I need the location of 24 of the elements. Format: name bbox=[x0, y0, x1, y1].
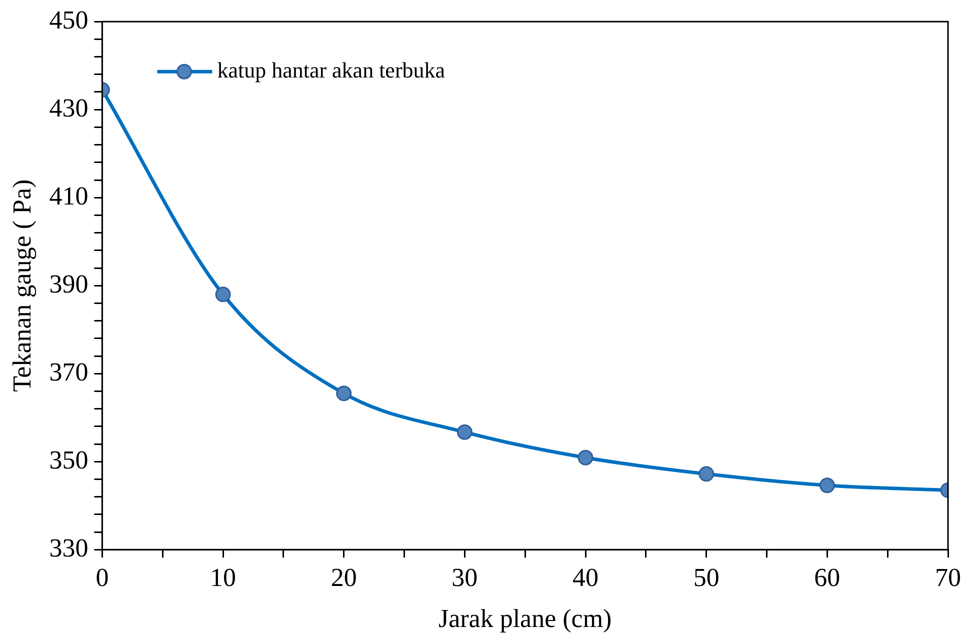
y-tick-label: 450 bbox=[49, 5, 88, 34]
point bbox=[578, 450, 594, 466]
y-tick-label: 330 bbox=[49, 533, 88, 562]
x-tick-label: 10 bbox=[210, 563, 236, 592]
point bbox=[215, 286, 231, 302]
point bbox=[698, 466, 714, 482]
legend-label: katup hantar akan terbuka bbox=[217, 57, 446, 82]
point bbox=[456, 424, 472, 440]
y-tick-label: 370 bbox=[49, 357, 88, 386]
y-tick-label: 410 bbox=[49, 181, 88, 210]
x-tick-label: 40 bbox=[572, 563, 599, 592]
x-axis-title: Jarak plane (cm) bbox=[438, 604, 612, 634]
x-tick-label: 50 bbox=[693, 563, 720, 592]
y-tick-label: 430 bbox=[49, 93, 88, 122]
x-tick-label: 0 bbox=[96, 563, 109, 592]
y-axis-title: Tekanan gauge ( Pa) bbox=[7, 179, 36, 392]
y-tick-label: 350 bbox=[49, 445, 88, 474]
x-tick-label: 60 bbox=[814, 563, 840, 592]
x-tick-label: 20 bbox=[330, 563, 357, 592]
y-tick-label: 390 bbox=[49, 269, 88, 298]
point bbox=[819, 478, 835, 494]
point bbox=[336, 386, 352, 402]
x-tick-label: 70 bbox=[935, 563, 961, 592]
x-tick-label: 30 bbox=[452, 563, 478, 592]
